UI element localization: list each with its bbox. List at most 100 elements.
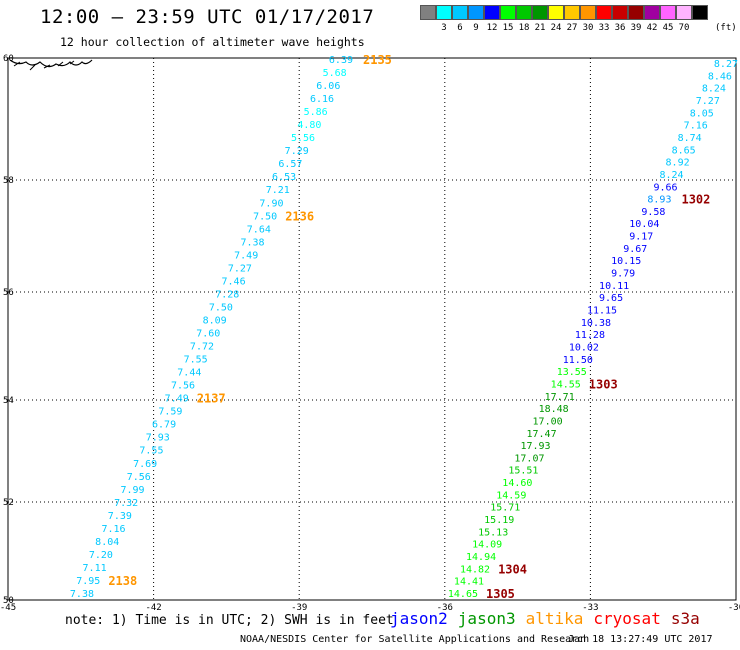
wave-height-label: 9.67	[623, 244, 647, 255]
wave-height-label: 5.56	[291, 133, 315, 144]
wave-height-label: 6.53	[272, 172, 296, 183]
wave-height-label: 8.09	[203, 315, 227, 326]
wave-height-label: 8.04	[95, 537, 119, 548]
wave-height-label: 7.56	[127, 472, 151, 483]
wave-height-label: 8.74	[678, 133, 702, 144]
wave-height-label: 10.04	[629, 219, 659, 230]
wave-height-label: 7.56	[171, 381, 195, 392]
scale-unit-label: (ft)	[715, 23, 737, 33]
wave-height-label: 6.57	[278, 159, 302, 170]
scale-swatch	[548, 5, 564, 20]
coastline-detail	[13, 60, 75, 71]
scale-label: 45	[662, 23, 674, 33]
legend-item-altika: altika	[525, 609, 584, 628]
pass-number-label: 1302	[681, 193, 710, 207]
scale-swatch	[468, 5, 484, 20]
scale-label: 33	[598, 23, 610, 33]
wave-height-label: 14.41	[454, 577, 484, 588]
scale-swatch	[644, 5, 660, 20]
scale-label: 21	[534, 23, 546, 33]
wave-height-label: 5.86	[304, 107, 328, 118]
wave-height-label: 10.15	[611, 256, 641, 267]
wave-height-label: 7.64	[247, 224, 271, 235]
scale-label: 18	[518, 23, 530, 33]
wave-height-label: 7.38	[240, 237, 264, 248]
wave-height-label: 6.06	[316, 81, 340, 92]
pass-number-label: 1303	[589, 377, 618, 391]
scale-label: 24	[550, 23, 562, 33]
wave-height-label: 7.49	[165, 394, 189, 405]
wave-height-label: 18.48	[539, 404, 569, 415]
wave-height-label: 6.79	[152, 420, 176, 431]
wave-height-label: 9.17	[629, 232, 653, 243]
scale-label: 42	[646, 23, 658, 33]
pass-number-label: 1305	[486, 587, 515, 601]
wave-height-label: 7.16	[684, 121, 708, 132]
wave-height-label: 17.71	[545, 392, 575, 403]
lat-tick-label: 58	[3, 176, 14, 186]
scale-swatch	[436, 5, 452, 20]
pass-number-label: 1304	[498, 562, 527, 576]
wave-height-label: 14.60	[502, 478, 532, 489]
wave-height-label: 7.99	[120, 485, 144, 496]
wave-height-label: 14.82	[460, 564, 490, 575]
lon-tick-label: -45	[0, 603, 16, 613]
wave-height-label: 7.38	[70, 589, 94, 600]
coastline	[9, 59, 93, 68]
scale-label: 36	[614, 23, 626, 33]
scale-swatch	[484, 5, 500, 20]
wave-height-label: 17.00	[533, 416, 563, 427]
scale-label: 70	[678, 23, 690, 33]
wave-height-label: 4.80	[297, 120, 321, 131]
wave-height-label: 7.44	[177, 368, 201, 379]
wave-height-label: 15.19	[484, 515, 514, 526]
timestamp-text: Jan 18 13:27:49 UTC 2017	[568, 634, 713, 645]
lon-tick-label: -30	[728, 603, 740, 613]
wave-height-label: 7.28	[215, 289, 239, 300]
wave-height-label: 14.59	[496, 490, 526, 501]
wave-height-label: 8.24	[702, 84, 726, 95]
wave-height-label: 10.11	[599, 281, 629, 292]
scale-swatch	[692, 5, 708, 20]
wave-height-label: 11.28	[575, 330, 605, 341]
wave-height-label: 15.71	[490, 503, 520, 514]
scale-label: 30	[582, 23, 594, 33]
note-text: note: 1) Time is in UTC; 2) SWH is in fe…	[65, 613, 394, 628]
pass-number-label: 2135	[363, 53, 392, 67]
scale-label: 39	[630, 23, 642, 33]
wave-height-label: 11.15	[587, 306, 617, 317]
wave-height-label: 8.92	[666, 158, 690, 169]
wave-height-label: 8.93	[647, 195, 671, 206]
wave-height-label: 14.65	[448, 589, 478, 600]
wave-height-label: 14.94	[466, 552, 496, 563]
wave-height-label: 10.02	[569, 342, 599, 353]
lat-tick-label: 56	[3, 288, 14, 298]
wave-height-label: 7.27	[228, 263, 252, 274]
wave-height-label: 7.16	[101, 524, 125, 535]
wave-height-label: 7.90	[259, 198, 283, 209]
scale-label: 15	[502, 23, 514, 33]
lat-tick-label: 60	[3, 54, 14, 64]
scale-swatch	[676, 5, 692, 20]
wave-height-label: 9.66	[653, 182, 677, 193]
pass-number-label: 2138	[108, 574, 137, 588]
wave-height-label: 17.93	[520, 441, 550, 452]
credit-text: NOAA/NESDIS Center for Satellite Applica…	[240, 634, 590, 645]
wave-height-label: 8.65	[672, 145, 696, 156]
wave-height-label: 7.21	[266, 185, 290, 196]
wave-height-label: 8.05	[690, 108, 714, 119]
wave-height-label: 9.65	[599, 293, 623, 304]
lon-tick-label: -33	[582, 603, 598, 613]
map-subtitle: 12 hour collection of altimeter wave hei…	[60, 35, 365, 49]
wave-height-label: 7.29	[285, 146, 309, 157]
wave-height-label: 17.47	[526, 429, 556, 440]
legend-item-jason2: jason2	[390, 609, 448, 628]
scale-swatch	[628, 5, 644, 20]
wave-height-label: 7.60	[196, 329, 220, 340]
scale-swatch	[532, 5, 548, 20]
wave-height-label: 8.24	[659, 170, 683, 181]
scale-label: 27	[566, 23, 578, 33]
wave-height-label: 7.32	[114, 498, 138, 509]
wave-height-label: 15.13	[478, 527, 508, 538]
wave-height-label: 7.69	[133, 459, 157, 470]
